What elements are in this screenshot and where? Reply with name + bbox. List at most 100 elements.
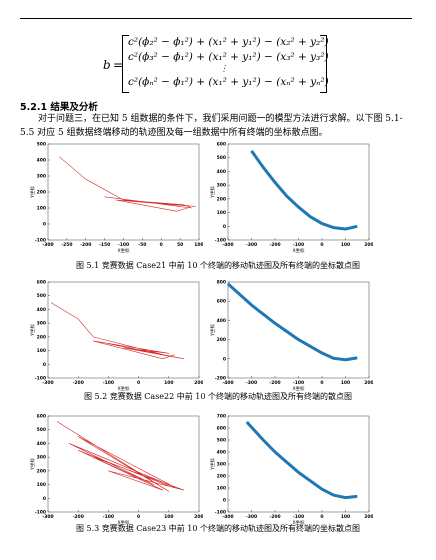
x-tick-label: -100 (118, 242, 129, 248)
y-tick-label: 200 (217, 337, 226, 343)
y-tick-label: -200 (215, 376, 226, 382)
x-axis-label: X坐标 (117, 247, 130, 254)
x-tick-label: -300 (246, 380, 257, 386)
y-tick-label: 400 (217, 169, 226, 175)
y-tick-label: 0 (223, 498, 226, 504)
y-tick-label: 200 (37, 190, 46, 196)
data-line (56, 421, 185, 492)
plot-frame (47, 281, 200, 379)
x-tick-label: -400 (222, 242, 233, 248)
y-tick-label: 0 (43, 222, 46, 228)
x-tick-label: 200 (194, 380, 203, 386)
y-tick-label: 400 (37, 441, 46, 447)
x-tick-label: -50 (138, 242, 146, 248)
y-tick-label: 200 (217, 474, 226, 480)
y-tick-label: 300 (217, 183, 226, 189)
data-line (50, 302, 185, 360)
x-tick-label: -300 (42, 242, 53, 248)
chart: -400 -300 -200 -100 0 100 200 -100 0 100 200 300 400… (209, 142, 373, 255)
x-axis-label: X坐标 (292, 519, 305, 526)
x-tick-label: 100 (164, 380, 173, 386)
paragraph: 对于问题三，在已知 5 组数据的条件下，我们采用问题一的模型方法进行求解。以下图… (20, 114, 403, 138)
y-tick-label: 400 (217, 450, 226, 456)
figure-caption: 图 5.1 竞赛数据 Case21 中前 10 个终端的移动轨迹图及所有终端的坐… (75, 261, 361, 270)
y-tick-label: 600 (37, 280, 46, 286)
chart: -300 -250 -200 -150 -100 -50 0 50 100 -100 0 100 200… (29, 142, 203, 255)
x-tick-label: -100 (103, 514, 114, 520)
y-tick-label: 500 (217, 155, 226, 161)
x-tick-label: 200 (194, 514, 203, 520)
y-tick-label: 100 (37, 206, 46, 212)
x-tick-label: -100 (293, 380, 304, 386)
y-tick-label: -100 (35, 238, 46, 244)
y-axis-label: Y坐标 (209, 458, 216, 471)
y-axis-label: Y坐标 (29, 324, 36, 337)
x-axis-label: X坐标 (117, 519, 130, 526)
x-tick-label: 200 (364, 242, 373, 248)
x-tick-label: 0 (320, 380, 323, 386)
x-tick-label: -200 (73, 380, 84, 386)
y-tick-label: -100 (35, 376, 46, 382)
x-tick-label: -300 (42, 380, 53, 386)
x-tick-label: -250 (61, 242, 72, 248)
y-tick-label: -100 (35, 510, 46, 516)
eq-row: ⋮ (220, 64, 228, 73)
plot-frame (47, 415, 200, 513)
y-tick-label: 300 (37, 321, 46, 327)
eq-row: c²(ϕ₃² − ϕ₁²) + (x₁² + y₁²) − (x₃² + y₃²… (128, 51, 329, 63)
y-tick-label: -100 (215, 510, 226, 516)
top-rule (20, 18, 412, 19)
eq-lhs: b (103, 58, 111, 72)
bracket-right (320, 35, 327, 93)
data-line (226, 282, 358, 362)
x-tick-label: 200 (364, 514, 373, 520)
y-tick-label: 700 (217, 414, 226, 420)
eq-row: c²(ϕₙ² − ϕ₁²) + (x₁² + y₁²) − (xₙ² + yₙ²… (128, 76, 329, 88)
y-tick-label: 200 (37, 468, 46, 474)
x-tick-label: -100 (293, 514, 304, 520)
x-tick-label: -200 (269, 514, 280, 520)
y-tick-label: 200 (37, 334, 46, 340)
y-tick-label: 400 (37, 307, 46, 313)
x-tick-label: 100 (341, 380, 350, 386)
y-tick-label: 200 (217, 196, 226, 202)
section-heading: 5.2.1 结果及分析 (20, 102, 98, 113)
y-axis-label: Y坐标 (29, 458, 36, 471)
y-tick-label: 0 (223, 356, 226, 362)
x-tick-label: 0 (320, 514, 323, 520)
y-tick-label: 500 (217, 438, 226, 444)
plot-frame (227, 143, 370, 241)
x-tick-label: 200 (364, 380, 373, 386)
x-tick-label: -150 (99, 242, 110, 248)
y-tick-label: 800 (217, 280, 226, 286)
x-tick-label: 100 (341, 514, 350, 520)
y-tick-label: 100 (37, 482, 46, 488)
figure-caption: 图 5.2 竞赛数据 Case22 中前 10 个终端的移动轨迹图及所有终端的散… (83, 392, 353, 401)
x-axis-label: X坐标 (117, 385, 130, 392)
x-tick-label: -300 (246, 514, 257, 520)
eq-row: c²(ϕ₂² − ϕ₁²) + (x₁² + y₁²) − (x₂² + y₂²… (128, 36, 329, 48)
y-tick-label: 100 (217, 210, 226, 216)
y-tick-label: 0 (43, 362, 46, 368)
chart: -300 -200 -100 0 100 200 -100 0 100 200 300 400 500 6… (29, 414, 203, 527)
x-tick-label: -200 (269, 242, 280, 248)
chart: -400 -300 -200 -100 0 100 200 -100 0 100 200 300 400… (209, 414, 373, 527)
y-tick-label: 0 (223, 224, 226, 230)
y-tick-label: 100 (217, 486, 226, 492)
y-axis-label: Y坐标 (209, 186, 216, 199)
x-tick-label: -300 (246, 242, 257, 248)
plot-frame (47, 143, 200, 241)
y-tick-label: 400 (217, 318, 226, 324)
plot-frame (227, 281, 370, 379)
x-tick-label: 100 (194, 242, 203, 248)
x-tick-label: 100 (164, 514, 173, 520)
data-line (59, 156, 196, 212)
y-tick-label: 600 (37, 414, 46, 420)
y-tick-label: 300 (37, 455, 46, 461)
y-tick-label: 300 (37, 174, 46, 180)
bracket-left (122, 35, 129, 93)
y-tick-label: 600 (217, 299, 226, 305)
eq-sign: = (113, 58, 124, 72)
x-tick-label: -100 (293, 242, 304, 248)
